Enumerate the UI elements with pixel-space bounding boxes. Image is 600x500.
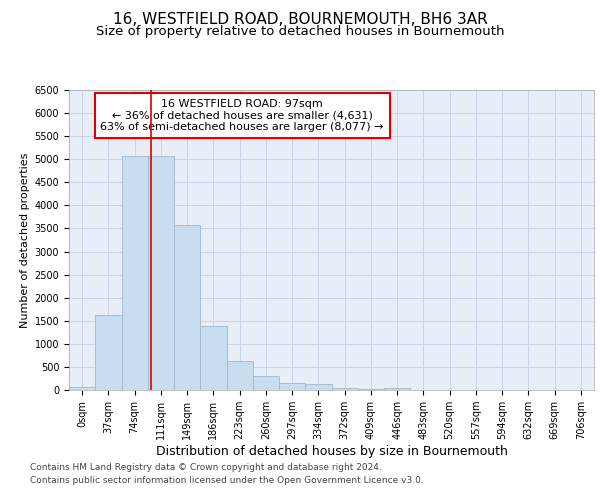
Bar xyxy=(121,156,148,390)
Text: Contains public sector information licensed under the Open Government Licence v3: Contains public sector information licen… xyxy=(30,476,424,485)
Text: 16 WESTFIELD ROAD: 97sqm
← 36% of detached houses are smaller (4,631)
63% of sem: 16 WESTFIELD ROAD: 97sqm ← 36% of detach… xyxy=(101,99,384,132)
Bar xyxy=(305,384,331,390)
Bar xyxy=(227,362,253,390)
Y-axis label: Number of detached properties: Number of detached properties xyxy=(20,152,31,328)
Text: 16, WESTFIELD ROAD, BOURNEMOUTH, BH6 3AR: 16, WESTFIELD ROAD, BOURNEMOUTH, BH6 3AR xyxy=(113,12,487,28)
Bar xyxy=(95,315,121,390)
Bar xyxy=(148,156,174,390)
Bar xyxy=(384,388,410,390)
Bar xyxy=(174,225,200,390)
Bar xyxy=(331,388,358,390)
Bar xyxy=(69,387,95,390)
Bar xyxy=(279,383,305,390)
Bar xyxy=(200,326,227,390)
Text: Size of property relative to detached houses in Bournemouth: Size of property relative to detached ho… xyxy=(96,25,504,38)
Bar xyxy=(358,388,384,390)
Bar xyxy=(253,376,279,390)
Text: Contains HM Land Registry data © Crown copyright and database right 2024.: Contains HM Land Registry data © Crown c… xyxy=(30,462,382,471)
X-axis label: Distribution of detached houses by size in Bournemouth: Distribution of detached houses by size … xyxy=(155,445,508,458)
